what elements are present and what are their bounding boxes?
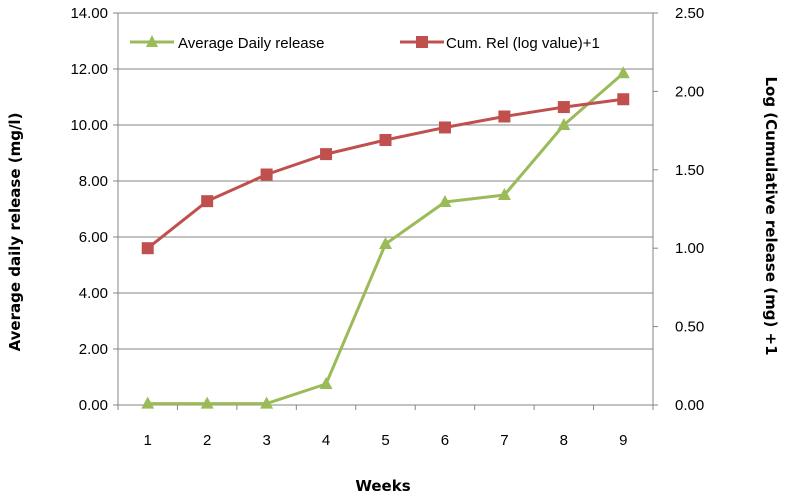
legend-label-cum-rel: Cum. Rel (log value)+1 — [446, 35, 600, 52]
data-point-square — [141, 242, 154, 255]
legend-item-cum-rel: Cum. Rel (log value)+1 — [400, 35, 600, 52]
data-point-triangle — [260, 396, 274, 409]
legend-label-average-daily-release: Average Daily release — [178, 35, 324, 52]
left-tick-label: 2.00 — [79, 341, 108, 358]
data-point-triangle — [497, 188, 511, 200]
x-tick-label: 6 — [441, 432, 449, 449]
x-axis-title: Weeks — [355, 477, 410, 495]
x-tick-label: 2 — [203, 432, 211, 449]
right-tick-label: 1.00 — [675, 240, 704, 257]
left-tick-label: 14.00 — [70, 5, 108, 22]
data-point-square — [379, 134, 392, 147]
data-point-square — [320, 148, 333, 161]
data-point-square — [438, 121, 451, 134]
legend: Average Daily release Cum. Rel (log valu… — [130, 35, 600, 52]
data-point-square — [557, 101, 570, 114]
data-point-square — [617, 93, 630, 106]
right-tick-label: 2.00 — [675, 83, 704, 100]
series-layer — [141, 66, 630, 409]
x-tick-label: 5 — [381, 432, 389, 449]
data-point-square — [201, 195, 214, 208]
right-tick-label: 0.00 — [675, 397, 704, 414]
x-tick-label: 3 — [262, 432, 270, 449]
data-point-triangle — [557, 118, 571, 130]
x-tick-label: 9 — [619, 432, 627, 449]
left-tick-label: 8.00 — [79, 173, 108, 190]
data-point-square — [498, 110, 511, 123]
x-tick-label: 7 — [500, 432, 508, 449]
data-point-triangle — [141, 396, 155, 409]
grid-lines — [118, 12, 653, 350]
data-point-triangle — [616, 66, 630, 79]
legend-item-average-daily-release: Average Daily release — [130, 35, 324, 52]
legend-square-marker — [416, 36, 428, 48]
x-tick-label: 4 — [322, 432, 330, 449]
data-point-triangle — [438, 195, 452, 207]
left-tick-label: 6.00 — [79, 229, 108, 246]
data-point-triangle — [200, 396, 214, 409]
left-axis-ticks: 0.00 2.00 4.00 6.00 8.00 10.00 12.00 14.00 — [70, 5, 118, 414]
right-tick-label: 1.50 — [675, 162, 704, 179]
data-point-square — [260, 168, 273, 181]
x-axis-ticks: 1 2 3 4 5 6 7 8 9 — [117, 405, 654, 449]
y-axis-title-left: Average daily release (mg/l) — [6, 113, 24, 352]
right-tick-label: 2.50 — [675, 5, 704, 22]
right-axis-ticks: 0.00 0.50 1.00 1.50 2.00 2.50 — [653, 5, 704, 414]
series-cum-rel — [141, 93, 630, 255]
left-tick-label: 0.00 — [79, 397, 108, 414]
left-tick-label: 12.00 — [70, 61, 108, 78]
left-tick-label: 4.00 — [79, 285, 108, 302]
series-line — [146, 97, 624, 250]
y-axis-title-right: Log (Cumulative release (mg) +1 — [762, 76, 780, 355]
data-point-triangle — [319, 377, 333, 389]
series-average-daily-release — [141, 66, 630, 409]
x-tick-label: 1 — [144, 432, 152, 449]
right-tick-label: 0.50 — [675, 319, 704, 336]
x-tick-label: 8 — [560, 432, 568, 449]
left-tick-label: 10.00 — [70, 117, 108, 134]
legend-triangle-marker — [146, 35, 158, 47]
data-point-triangle — [379, 237, 392, 249]
